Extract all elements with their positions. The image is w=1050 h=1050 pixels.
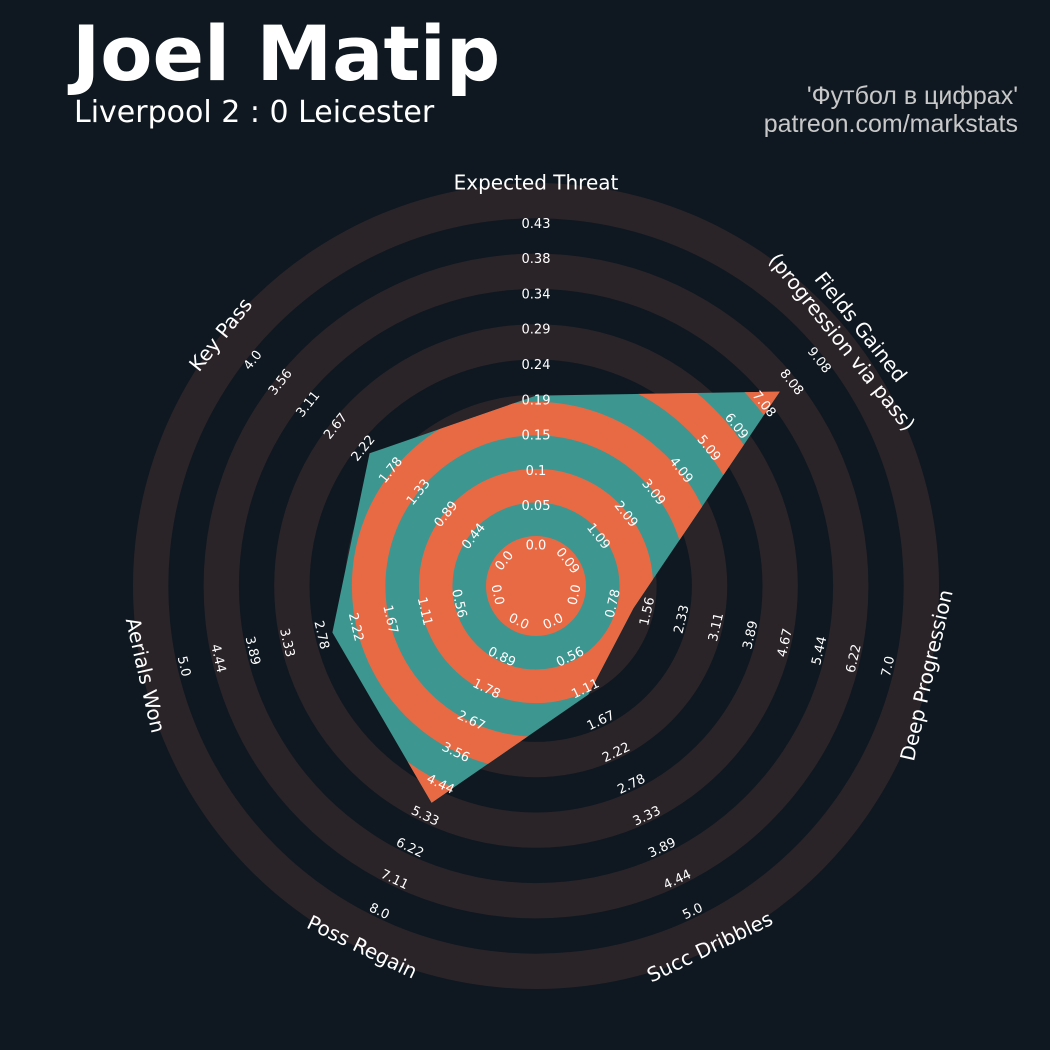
tick-label: 5.44 [809,635,830,667]
tick-label: 2.78 [310,619,331,651]
tick-label: 0.19 [522,393,551,408]
polygon-band-0 [418,468,654,704]
tick-label: 5.0 [174,655,193,679]
match-subtitle: Liverpool 2 : 0 Leicester [74,95,435,130]
tick-label: 7.0 [879,655,898,679]
player-title: Joel Matip [67,9,500,98]
tick-label: 2.33 [672,604,693,636]
tick-label: 0.78 [603,588,624,620]
tick-label: 1.56 [637,596,658,628]
tick-label: 0.56 [448,588,469,620]
credit-line-1: 'Футбол в цифрах' [807,82,1018,110]
tick-label: 0.34 [522,287,551,302]
tick-label: 2.22 [345,611,366,643]
tick-label: 0.24 [522,358,551,373]
tick-label: 3.89 [740,619,761,651]
param-label-line: Expected Threat [454,171,619,195]
tick-label: 0.0 [565,583,584,607]
param-label: Expected Threat [454,171,619,195]
tick-label: 0.38 [522,252,551,267]
tick-label: 0.15 [522,429,551,444]
tick-label: 0.0 [526,539,547,554]
tick-label: 0.1 [526,464,547,479]
tick-label: 4.44 [207,643,228,675]
tick-label: 1.67 [379,604,400,636]
polygon-band-center [486,536,586,636]
tick-label: 0.29 [522,323,551,338]
tick-label: 3.89 [242,635,263,667]
tick-label: 6.22 [844,643,865,675]
tick-label: 4.67 [775,627,796,659]
credit-line-2: patreon.com/markstats [764,110,1018,138]
tick-label: 0.43 [522,217,551,232]
tick-label: 1.11 [414,596,435,628]
tick-label: 0.05 [522,499,551,514]
tick-label: 3.33 [276,627,297,659]
tick-label: 3.11 [706,611,727,643]
tick-label: 0.0 [487,583,506,607]
